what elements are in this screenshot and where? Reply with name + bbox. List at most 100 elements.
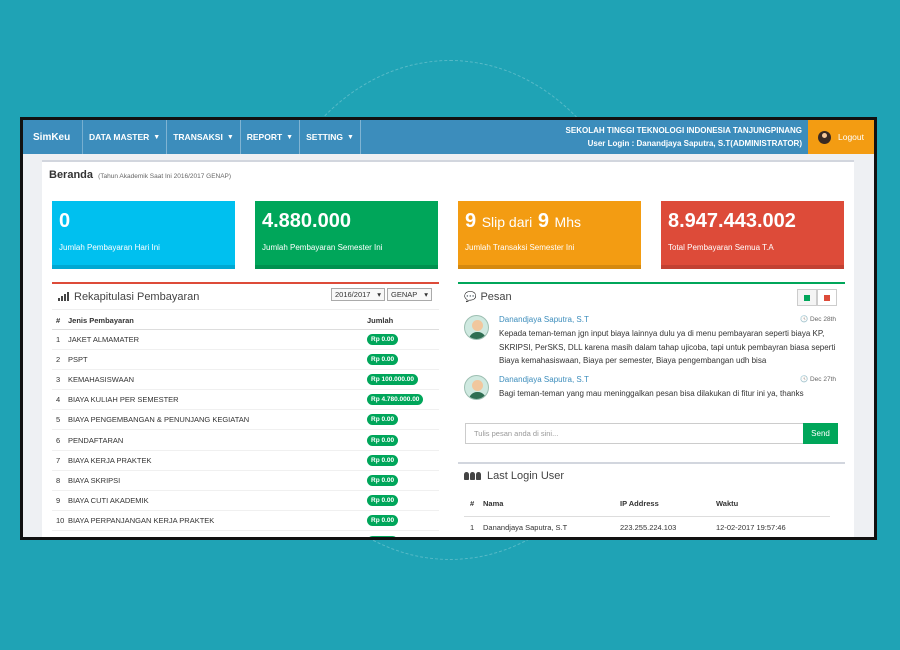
main-content: Beranda (Tahun Akademik Saat Ini 2016/20… [42, 160, 854, 537]
amount-badge: Rp 0.00 [367, 353, 399, 365]
amount-badge: Rp 0.00 [367, 495, 399, 507]
rekap-header: Rekapitulasi Pembayaran [52, 284, 439, 310]
school-name: SEKOLAH TINGGI TEKNOLOGI INDONESIA TANJU… [565, 126, 802, 135]
table-row: 8 BIAYA SKRIPSI Rp 0.00 [52, 469, 439, 491]
amount-badge: Rp 0.00 [367, 474, 399, 486]
stat-label: Jumlah Pembayaran Hari Ini [59, 243, 160, 252]
message-time: 🕓 Dec 28th [800, 316, 836, 323]
caret-down-icon: ▼ [226, 133, 234, 141]
school-info: SEKOLAH TINGGI TEKNOLOGI INDONESIA TANJU… [566, 120, 808, 154]
bar-chart-icon [58, 292, 69, 301]
pesan-header: 💬 Pesan [458, 284, 845, 310]
chevron-down-icon: ▾ [377, 290, 381, 299]
col-header: Jumlah [367, 312, 439, 330]
brand-logo[interactable]: SimKeu [23, 120, 83, 154]
menu-transaksi[interactable]: TRANSAKSI ▼ [167, 120, 241, 154]
amount-badge: Rp 0.00 [367, 535, 399, 537]
message-input[interactable]: Tulis pesan anda di sini... [465, 423, 804, 444]
stat-value: 8.947.443.002 [668, 210, 796, 232]
table-row: 3 KEMAHASISWAAN Rp 100.000.00 [52, 368, 439, 390]
collapse-button[interactable] [797, 289, 817, 306]
menu-label: REPORT [246, 132, 283, 142]
rekap-panel: Rekapitulasi Pembayaran 2016/2017 ▾ GENAP… [52, 282, 439, 537]
caret-down-icon: ▼ [346, 133, 354, 141]
semester-select[interactable]: GENAP ▾ [387, 288, 432, 301]
message-body: Bagi teman-teman yang mau meninggalkan p… [499, 389, 804, 398]
last-login-panel: Last Login User # Nama IP Address Waktu … [458, 462, 845, 537]
app-window: SimKeu DATA MASTER ▼ TRANSAKSI ▼ REPORT ▼ S… [20, 117, 877, 540]
col-header: IP Address [620, 492, 716, 517]
top-navbar: SimKeu DATA MASTER ▼ TRANSAKSI ▼ REPORT ▼ S… [23, 120, 874, 154]
amount-badge: Rp 0.00 [367, 414, 399, 426]
user-avatar [464, 375, 489, 400]
message-time: 🕓 Dec 27th [800, 376, 836, 383]
last-login-table: # Nama IP Address Waktu 1 Danandjaya Sap… [464, 492, 830, 537]
col-header: # [52, 312, 68, 330]
green-square-icon [804, 294, 810, 301]
menu-data-master[interactable]: DATA MASTER ▼ [83, 120, 168, 154]
table-row: 10 BIAYA PERPANJANGAN KERJA PRAKTEK Rp 0.0… [52, 510, 439, 531]
users-icon [464, 472, 482, 480]
comments-icon: 💬 [464, 291, 477, 303]
stat-value: 0 [59, 210, 71, 232]
amount-badge: Rp 0.00 [367, 434, 399, 446]
caret-down-icon: ▼ [286, 133, 294, 141]
page-title: Beranda (Tahun Akademik Saat Ini 2016/20… [49, 169, 232, 181]
stat-label: Total Pembayaran Semua T.A [668, 243, 774, 252]
stat-value: 4.880.000 [262, 210, 351, 232]
table-row: 7 BIAYA KERJA PRAKTEK Rp 0.00 [52, 449, 439, 471]
caret-down-icon: ▼ [153, 133, 161, 141]
rekap-table: # Jenis Pembayaran Jumlah 1 JAKET ALMAMAT… [52, 312, 439, 537]
message-body: Kepada teman-teman jgn input biaya lainn… [499, 329, 836, 365]
message-sender[interactable]: Danandjaya Saputra, S.T [499, 375, 589, 384]
clock-icon: 🕓 [800, 376, 809, 383]
amount-badge: Rp 0.00 [367, 333, 399, 345]
pesan-title: Pesan [480, 291, 512, 303]
stat-label: Jumlah Pembayaran Semester Ini [262, 243, 383, 252]
table-row: 1 Danandjaya Saputra, S.T 223.255.224.10… [464, 515, 830, 537]
menu-label: DATA MASTER [89, 132, 150, 142]
stat-total-pembayaran: 8.947.443.002 Total Pembayaran Semua T.A [661, 201, 844, 269]
table-row: 5 BIAYA PENGEMBANGAN & PENUNJANG KEGIATAN… [52, 409, 439, 430]
col-header: Jenis Pembayaran [68, 312, 367, 330]
panel-tools [797, 289, 837, 306]
col-header: Waktu [716, 492, 830, 517]
user-avatar-icon [818, 130, 831, 144]
page-subtitle: (Tahun Akademik Saat Ini 2016/2017 GENAP… [98, 173, 232, 180]
menu-label: SETTING [306, 132, 343, 142]
last-login-header: Last Login User [458, 464, 845, 488]
amount-badge: Rp 0.00 [367, 454, 399, 466]
chevron-down-icon: ▾ [424, 290, 428, 299]
table-row: 9 BIAYA CUTI AKADEMIK Rp 0.00 [52, 489, 439, 511]
table-row: 2 PSPT Rp 0.00 [52, 348, 439, 370]
amount-badge: Rp 100.000.00 [367, 373, 419, 385]
menu-report[interactable]: REPORT ▼ [241, 120, 301, 154]
amount-badge: Rp 4.780.000.00 [367, 394, 424, 406]
clock-icon: 🕓 [800, 316, 809, 323]
year-select[interactable]: 2016/2017 ▾ [331, 288, 385, 301]
amount-badge: Rp 0.00 [367, 515, 399, 527]
red-square-icon [824, 294, 830, 301]
table-row: 6 PENDAFTARAN Rp 0.00 [52, 429, 439, 451]
table-row: 1 JAKET ALMAMATER Rp 0.00 [52, 328, 439, 350]
pesan-panel: 💬 Pesan Danandjaya Saputra, S.T 🕓 Dec 28… [458, 282, 845, 462]
user-login-info: User Login : Danandjaya Saputra, S.T(ADM… [587, 139, 802, 148]
stat-pembayaran-hari-ini: 0 Jumlah Pembayaran Hari Ini [52, 201, 235, 269]
menu-setting[interactable]: SETTING ▼ [300, 120, 361, 154]
stat-value: 9 Slip dari 9 Mhs [465, 210, 581, 232]
col-header: Nama [483, 492, 620, 517]
rekap-title: Rekapitulasi Pembayaran [74, 290, 200, 303]
menu-label: TRANSAKSI [173, 132, 223, 142]
logout-button[interactable]: Logout [808, 120, 874, 154]
send-button[interactable]: Send [803, 423, 838, 444]
table-row: 4 BIAYA KULIAH PER SEMESTER Rp 4.780.000.0… [52, 389, 439, 410]
stat-pembayaran-semester: 4.880.000 Jumlah Pembayaran Semester Ini [255, 201, 438, 269]
logout-label: Logout [838, 132, 864, 142]
remove-button[interactable] [817, 289, 837, 306]
message-sender[interactable]: Danandjaya Saputra, S.T [499, 315, 589, 324]
stat-transaksi-semester: 9 Slip dari 9 Mhs Jumlah Transaksi Semes… [458, 201, 641, 269]
col-header: # [464, 492, 483, 517]
user-avatar [464, 315, 489, 340]
stat-label: Jumlah Transaksi Semester Ini [465, 243, 575, 252]
